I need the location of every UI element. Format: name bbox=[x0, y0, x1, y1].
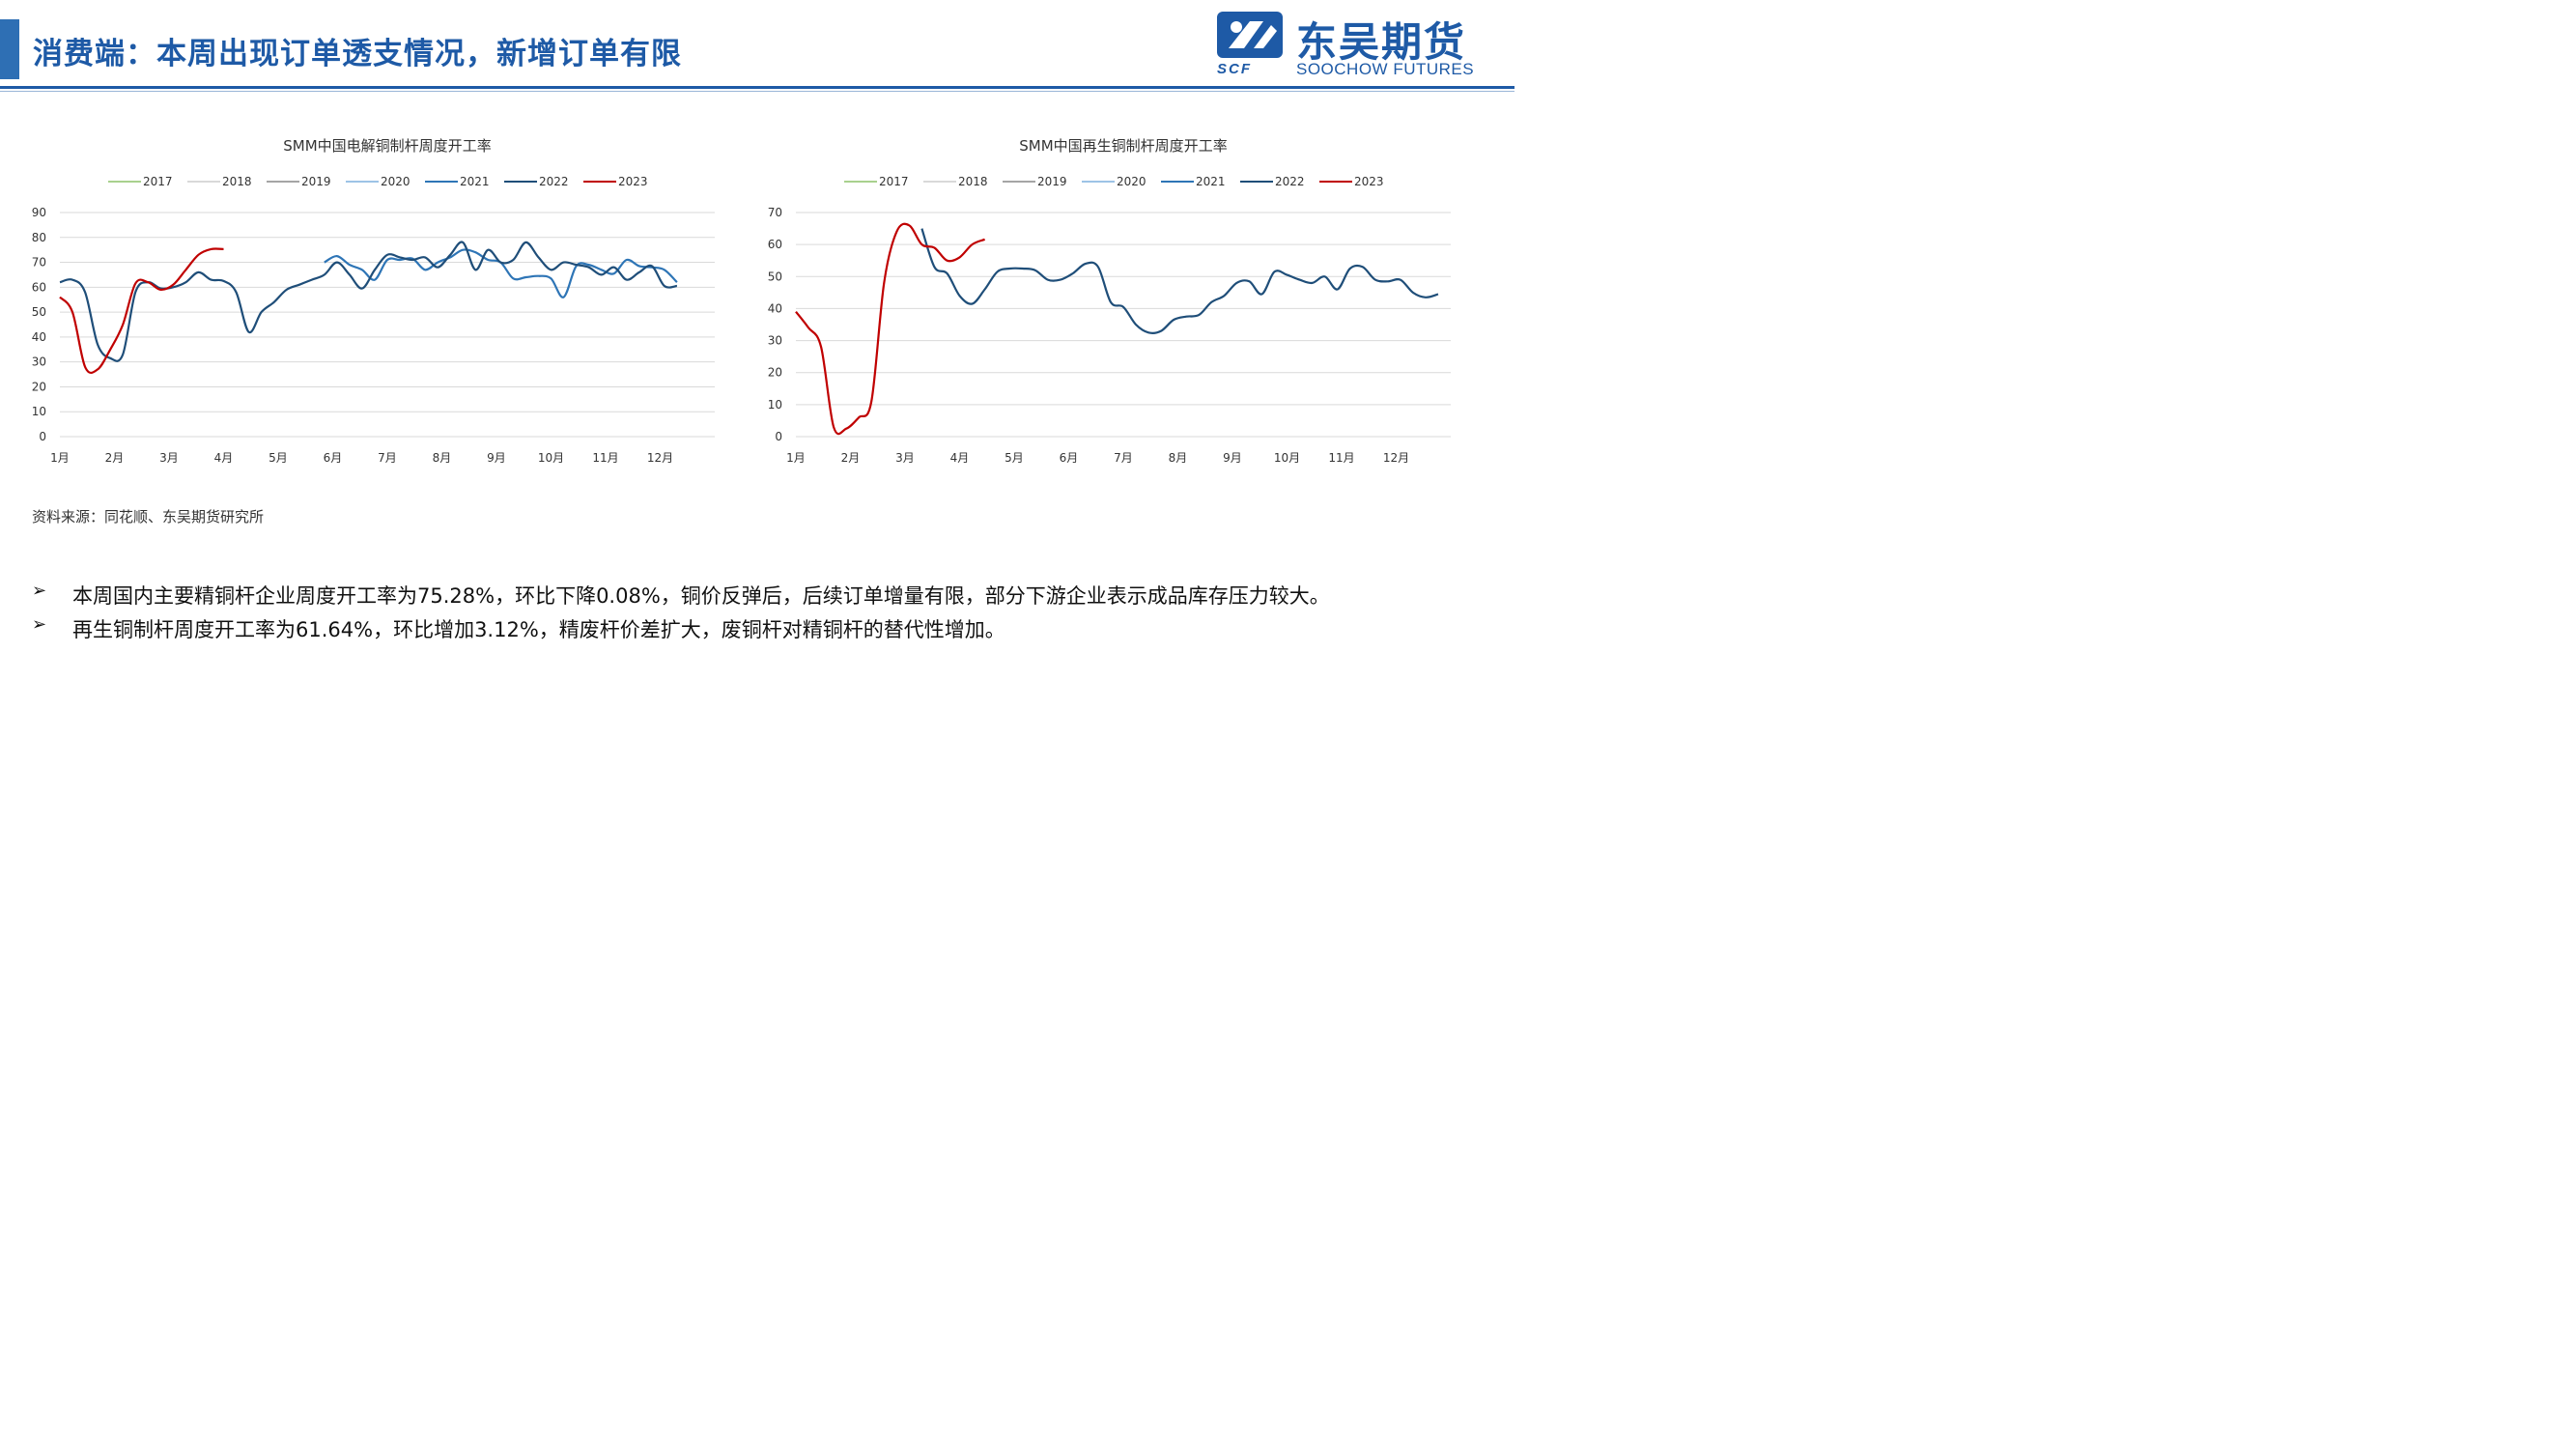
legend-label: 2017 bbox=[143, 175, 173, 188]
y-tick-label: 20 bbox=[32, 380, 46, 393]
x-tick-label: 3月 bbox=[895, 451, 915, 465]
x-tick-label: 12月 bbox=[647, 451, 673, 465]
x-tick-label: 9月 bbox=[1223, 451, 1242, 465]
x-tick-label: 8月 bbox=[433, 451, 452, 465]
x-tick-label: 10月 bbox=[1274, 451, 1300, 465]
x-tick-label: 6月 bbox=[1060, 451, 1079, 465]
y-tick-label: 0 bbox=[39, 430, 46, 443]
logo-name: 东吴期货 bbox=[1296, 18, 1467, 66]
y-tick-label: 40 bbox=[32, 330, 46, 344]
legend-label: 2023 bbox=[1354, 175, 1384, 188]
company-logo: SCF 东吴期货 SOOCHOW FUTURES bbox=[1215, 10, 1505, 79]
y-tick-label: 90 bbox=[32, 206, 46, 219]
y-tick-label: 0 bbox=[775, 430, 782, 443]
logo-scf-text: SCF bbox=[1217, 61, 1252, 77]
logo-english-name: SOOCHOW FUTURES bbox=[1296, 60, 1475, 78]
x-tick-label: 6月 bbox=[324, 451, 343, 465]
chart-title: SMM中国电解铜制杆周度开工率 bbox=[283, 137, 491, 155]
y-tick-label: 50 bbox=[768, 270, 782, 283]
x-tick-label: 5月 bbox=[1005, 451, 1024, 465]
x-tick-label: 9月 bbox=[487, 451, 506, 465]
arrow-bullet-icon: ➢ bbox=[32, 614, 47, 635]
x-tick-label: 11月 bbox=[1328, 451, 1354, 465]
chart-right: SMM中国再生铜制杆周度开工率 2017 2018 2019 2020 2021 2022 2… bbox=[755, 126, 1470, 473]
bullet-item: ➢ 本周国内主要精铜杆企业周度开工率为75.28%，环比下降0.08%，铜价反弹… bbox=[32, 581, 1490, 614]
legend-label: 2020 bbox=[1117, 175, 1146, 188]
y-tick-label: 60 bbox=[32, 280, 46, 294]
bullet-text: 本周国内主要精铜杆企业周度开工率为75.28%，环比下降0.08%，铜价反弹后，… bbox=[72, 584, 1330, 608]
bullet-item: ➢ 再生铜制杆周度开工率为61.64%，环比增加3.12%，精废杆价差扩大，废铜… bbox=[32, 614, 1490, 648]
y-tick-label: 80 bbox=[32, 231, 46, 244]
x-tick-label: 2月 bbox=[105, 451, 125, 465]
x-tick-label: 4月 bbox=[950, 451, 970, 465]
series-line-2022 bbox=[59, 241, 678, 362]
y-tick-label: 20 bbox=[768, 366, 782, 380]
y-tick-label: 70 bbox=[32, 256, 46, 270]
x-tick-label: 1月 bbox=[50, 451, 70, 465]
y-tick-label: 60 bbox=[768, 238, 782, 251]
x-tick-label: 5月 bbox=[269, 451, 288, 465]
x-tick-label: 7月 bbox=[1114, 451, 1133, 465]
chart-recycled-rod-svg: SMM中国再生铜制杆周度开工率 2017 2018 2019 2020 2021 2022 2… bbox=[768, 137, 1451, 465]
legend-label: 2022 bbox=[539, 175, 569, 188]
x-tick-label: 11月 bbox=[592, 451, 618, 465]
legend-label: 2020 bbox=[381, 175, 410, 188]
x-tick-label: 3月 bbox=[159, 451, 179, 465]
page-title: 消费端：本周出现订单透支情况，新增订单有限 bbox=[33, 37, 682, 71]
y-tick-label: 50 bbox=[32, 305, 46, 319]
chart-left: SMM中国电解铜制杆周度开工率 2017 2018 2019 2020 2021 2022 2… bbox=[19, 126, 734, 473]
x-tick-label: 7月 bbox=[378, 451, 397, 465]
y-tick-label: 30 bbox=[768, 334, 782, 348]
source-note: 资料来源：同花顺、东吴期货研究所 bbox=[32, 508, 265, 526]
legend-label: 2022 bbox=[1275, 175, 1305, 188]
arrow-bullet-icon: ➢ bbox=[32, 581, 47, 601]
x-tick-label: 10月 bbox=[538, 451, 564, 465]
header-rule-thin bbox=[0, 91, 1514, 92]
y-tick-label: 10 bbox=[768, 398, 782, 412]
legend-label: 2021 bbox=[460, 175, 490, 188]
y-tick-label: 30 bbox=[32, 355, 46, 369]
header-rule bbox=[0, 86, 1514, 89]
y-tick-label: 10 bbox=[32, 405, 46, 418]
x-tick-label: 8月 bbox=[1169, 451, 1188, 465]
chart-electrolytic-rod-svg: SMM中国电解铜制杆周度开工率 2017 2018 2019 2020 2021 2022 2… bbox=[32, 137, 715, 465]
series-line-2021 bbox=[324, 248, 678, 298]
bullet-text: 再生铜制杆周度开工率为61.64%，环比增加3.12%，精废杆价差扩大，废铜杆对… bbox=[72, 618, 1005, 641]
y-tick-label: 40 bbox=[768, 301, 782, 315]
x-tick-label: 12月 bbox=[1383, 451, 1409, 465]
legend-label: 2021 bbox=[1196, 175, 1226, 188]
header-accent-bar bbox=[0, 19, 19, 79]
x-tick-label: 1月 bbox=[786, 451, 806, 465]
bullet-list: ➢ 本周国内主要精铜杆企业周度开工率为75.28%，环比下降0.08%，铜价反弹… bbox=[32, 581, 1490, 648]
legend-label: 2018 bbox=[958, 175, 988, 188]
legend-label: 2017 bbox=[879, 175, 909, 188]
legend-label: 2018 bbox=[222, 175, 252, 188]
series-line-2022 bbox=[920, 228, 1439, 334]
logo-mark-icon bbox=[1217, 12, 1283, 58]
y-tick-label: 70 bbox=[768, 206, 782, 219]
series-line-2023 bbox=[59, 247, 224, 375]
legend-label: 2019 bbox=[1037, 175, 1067, 188]
chart-title: SMM中国再生铜制杆周度开工率 bbox=[1019, 137, 1227, 155]
x-tick-label: 2月 bbox=[841, 451, 861, 465]
series-line-2023 bbox=[795, 222, 986, 436]
legend-label: 2019 bbox=[301, 175, 331, 188]
legend-label: 2023 bbox=[618, 175, 648, 188]
x-tick-label: 4月 bbox=[214, 451, 234, 465]
